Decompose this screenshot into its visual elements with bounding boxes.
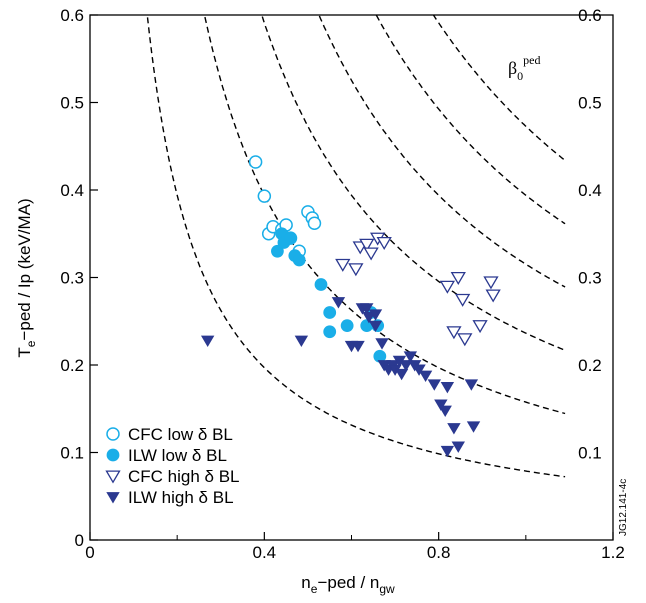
beta-contour-curves — [146, 15, 566, 478]
point-circle-open — [248, 155, 263, 169]
beta-contour-0.3 — [261, 15, 566, 351]
point-circle-open — [257, 189, 272, 203]
point-triangle-open — [483, 276, 499, 290]
y-tick-label: 0.2 — [60, 356, 84, 375]
point-triangle-filled — [200, 335, 215, 347]
x-axis-title-sub1: e — [311, 582, 318, 596]
legend-label: ILW low δ BL — [128, 446, 227, 465]
beta-contour-label-0.1: 0.1 — [578, 444, 602, 463]
y-tick-label: 0.4 — [60, 181, 84, 200]
y-tick-label: 0.1 — [60, 444, 84, 463]
point-triangle-filled — [375, 338, 389, 350]
point-triangle-filled — [362, 311, 376, 324]
point-triangle-filled — [451, 441, 465, 453]
point-triangle-open — [472, 320, 488, 334]
point-circle-filled — [284, 231, 297, 245]
point-triangle-open — [455, 293, 471, 307]
y-axis-title: Te−ped / Ip (keV/MA) — [15, 198, 38, 357]
point-circle-open — [307, 216, 322, 230]
legend-marker-triangle-filled — [106, 492, 120, 504]
y-axis-title-sub1: e — [24, 340, 38, 347]
point-circle-filled — [323, 325, 337, 339]
legend-label: CFC low δ BL — [128, 425, 233, 444]
point-triangle-open — [335, 258, 351, 272]
x-axis-title-sub2: gw — [379, 582, 395, 596]
point-triangle-filled — [438, 405, 452, 417]
point-triangle-open — [446, 326, 462, 340]
legend-marker-triangle-open — [105, 470, 121, 484]
point-triangle-filled — [440, 381, 455, 394]
beta-symbol: β — [508, 58, 517, 78]
beta-ped-label: β0ped — [508, 53, 541, 83]
x-tick-label: 0 — [85, 543, 94, 562]
point-triangle-open — [485, 289, 501, 303]
point-triangle-open — [457, 333, 473, 347]
point-triangle-filled — [434, 399, 448, 411]
x-tick-label: 0.8 — [427, 543, 451, 562]
beta-contour-label-0.3: 0.3 — [578, 269, 602, 288]
point-triangle-filled — [399, 360, 413, 372]
y-tick-label: 0.3 — [60, 269, 84, 288]
y-tick-label: 0.5 — [60, 94, 84, 113]
point-triangle-filled — [466, 421, 481, 433]
point-triangle-open — [363, 247, 379, 261]
point-triangle-filled — [440, 445, 455, 458]
beta-contour-0.6 — [432, 15, 566, 162]
legend-marker-circle-filled — [106, 448, 120, 462]
data-points — [200, 155, 501, 458]
point-triangle-open — [450, 271, 466, 285]
beta-contour-0.5 — [375, 15, 566, 225]
point-triangle-filled — [418, 370, 433, 382]
y-axis-title-pre: T — [15, 347, 34, 357]
point-triangle-filled — [403, 351, 418, 363]
point-triangle-filled — [394, 368, 409, 381]
beta-superscript: ped — [523, 53, 540, 67]
legend-marker-circle-open — [106, 427, 120, 441]
x-tick-label: 0.4 — [253, 543, 277, 562]
beta-subscript: 0 — [517, 69, 523, 83]
point-triangle-filled — [447, 423, 461, 435]
point-triangle-filled — [360, 303, 374, 315]
point-triangle-filled — [331, 297, 346, 309]
point-triangle-open — [348, 263, 364, 277]
point-triangle-filled — [351, 340, 365, 353]
point-triangle-filled — [427, 379, 442, 391]
point-circle-filled — [271, 244, 284, 258]
point-circle-filled — [292, 253, 306, 267]
beta-contour-0.4 — [318, 15, 566, 288]
point-triangle-filled — [464, 379, 479, 391]
axis-ticks: 0 0.4 0.8 1.2 0 0.1 0.2 0.3 0.4 0.5 0.6 — [60, 6, 624, 562]
x-tick-label: 1.2 — [601, 543, 625, 562]
beta-contour-labels: 0.10.20.30.40.50.6 — [578, 6, 602, 463]
figure-code: JG12.141-4c — [618, 479, 629, 536]
point-triangle-filled — [294, 335, 309, 347]
legend-label: CFC high δ BL — [128, 467, 240, 486]
y-tick-label: 0 — [75, 531, 84, 550]
x-axis-title-pre: n — [301, 573, 310, 592]
point-circle-filled — [340, 319, 354, 333]
legend-label: ILW high δ BL — [128, 488, 234, 507]
beta-contour-0.1 — [146, 15, 566, 478]
point-triangle-open — [359, 238, 375, 252]
point-circle-filled — [314, 278, 328, 291]
point-triangle-filled — [368, 309, 383, 321]
y-tick-label: 0.6 — [60, 6, 84, 25]
beta-contour-label-0.5: 0.5 — [578, 94, 602, 113]
point-triangle-filled — [412, 364, 426, 376]
beta-contour-label-0.2: 0.2 — [578, 356, 602, 375]
point-triangle-filled — [368, 320, 383, 333]
point-triangle-open — [376, 236, 392, 250]
legend: CFC low δ BL ILW low δ BL CFC high δ BL ILW… — [105, 425, 240, 507]
beta-contour-0.2 — [203, 15, 566, 415]
x-axis-title-mid: −ped / n — [317, 573, 379, 592]
point-triangle-open — [439, 280, 456, 294]
point-circle-filled — [323, 306, 337, 319]
x-axis-title: ne−ped / ngw — [301, 573, 395, 596]
beta-contour-label-0.4: 0.4 — [578, 181, 602, 200]
y-axis-title-mid: −ped / Ip (keV/MA) — [15, 198, 34, 340]
